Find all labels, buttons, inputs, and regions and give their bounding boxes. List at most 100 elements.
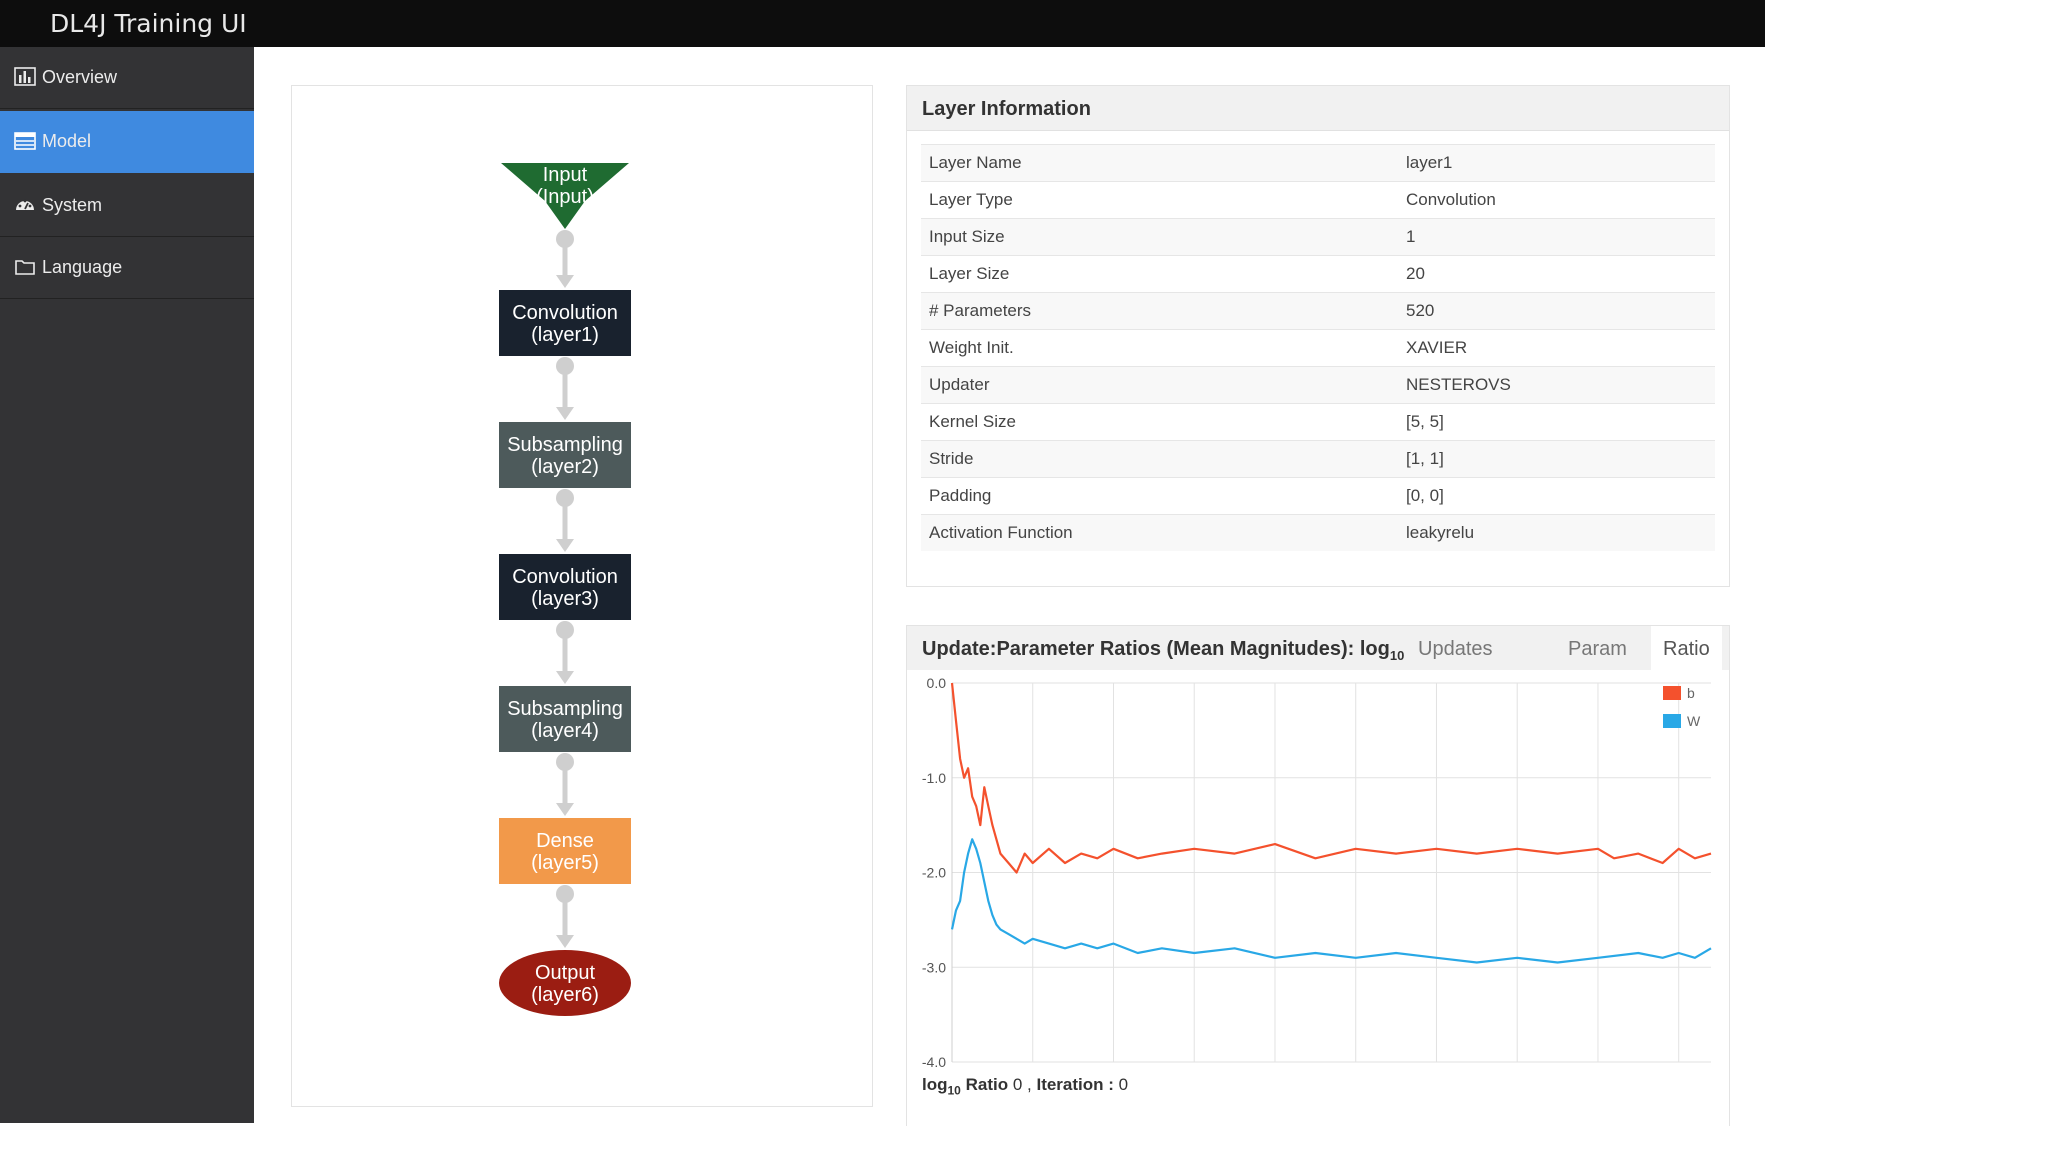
row-value: [5, 5] — [1398, 403, 1715, 441]
table-row: Weight Init. XAVIER — [921, 329, 1715, 367]
graph-node-layer1[interactable]: Convolution(layer1) — [499, 290, 631, 356]
node-sublabel: (Input) — [536, 186, 594, 208]
row-value: [1, 1] — [1398, 440, 1715, 478]
graph-connector — [556, 357, 574, 420]
node-sublabel: (layer1) — [531, 324, 599, 346]
folder-icon — [15, 260, 35, 275]
graph-connector — [556, 885, 574, 948]
chart-footer: log10 Ratio 0 , Iteration : 0 — [922, 1075, 1129, 1098]
legend-label: b — [1687, 685, 1695, 701]
table-row: Input Size 1 — [921, 218, 1715, 256]
y-tick-label: -3.0 — [922, 959, 946, 975]
tab-param[interactable]: Param — [1568, 638, 1627, 660]
sidebar-item-model[interactable]: Model — [0, 111, 254, 173]
node-label: Subsampling — [507, 434, 623, 456]
graph-node-layer4[interactable]: Subsampling(layer4) — [499, 686, 631, 752]
table-row: Layer Type Convolution — [921, 181, 1715, 219]
sidebar-item-system[interactable]: System — [0, 175, 254, 237]
graph-node-layer5[interactable]: Dense(layer5) — [499, 818, 631, 884]
row-key: # Parameters — [921, 292, 1398, 330]
node-sublabel: (layer2) — [531, 456, 599, 478]
node-label: Output — [535, 962, 595, 984]
table-row: Layer Name layer1 — [921, 144, 1715, 182]
row-value: Convolution — [1398, 181, 1715, 219]
row-key: Layer Name — [921, 144, 1398, 182]
node-sublabel: (layer4) — [531, 720, 599, 742]
table-row: Kernel Size [5, 5] — [921, 403, 1715, 441]
top-bar: DL4J Training UI — [0, 0, 1765, 47]
row-value: 1 — [1398, 218, 1715, 256]
row-key: Updater — [921, 366, 1398, 404]
chart-title: Update:Parameter Ratios (Mean Magnitudes… — [922, 638, 1405, 663]
sidebar-item-label: System — [42, 195, 103, 215]
sidebar-item-language[interactable]: Language — [0, 237, 254, 299]
node-sublabel: (layer5) — [531, 852, 599, 874]
sidebar: Overview Model System Language — [0, 47, 254, 1123]
row-key: Padding — [921, 477, 1398, 515]
graph-node-layer6[interactable]: Output(layer6) — [499, 950, 631, 1016]
ratio-chart-panel: Update:Parameter Ratios (Mean Magnitudes… — [906, 625, 1730, 1126]
graph-node-layer2[interactable]: Subsampling(layer2) — [499, 422, 631, 488]
legend-label: W — [1687, 713, 1701, 729]
layer-info-header: Layer Information — [907, 86, 1729, 131]
graph-node-input[interactable]: Input(Input) — [501, 163, 629, 229]
row-value: XAVIER — [1398, 329, 1715, 367]
panel-title: Layer Information — [922, 98, 1091, 120]
graph-node-layer3[interactable]: Convolution(layer3) — [499, 554, 631, 620]
node-label: Convolution — [512, 302, 618, 324]
sidebar-item-label: Model — [42, 131, 92, 151]
y-tick-label: -1.0 — [922, 770, 946, 786]
dashboard-icon — [16, 199, 34, 210]
row-value: 520 — [1398, 292, 1715, 330]
series-line-w — [950, 838, 1712, 964]
layer-info-table: Layer Name layer1 Layer Type Convolution Inp… — [921, 144, 1715, 551]
row-key: Input Size — [921, 218, 1398, 256]
chart-header: Update:Parameter Ratios (Mean Magnitudes… — [907, 626, 1729, 670]
app-title: DL4J Training UI — [50, 9, 247, 38]
row-key: Stride — [921, 440, 1398, 478]
row-key: Weight Init. — [921, 329, 1398, 367]
row-value: leakyrelu — [1398, 514, 1715, 551]
row-value: [0, 0] — [1398, 477, 1715, 515]
iteration-label: Iteration : — [1036, 1075, 1114, 1094]
series-line-b — [950, 682, 1712, 874]
row-value: layer1 — [1398, 144, 1715, 182]
y-tick-label: -2.0 — [922, 865, 946, 881]
tab-updates[interactable]: Updates — [1418, 638, 1493, 660]
legend-swatch — [1663, 686, 1681, 700]
legend-swatch — [1663, 714, 1681, 728]
list-icon — [14, 132, 36, 150]
graph-connector — [556, 230, 574, 288]
ratio-value: 0 — [1012, 1075, 1023, 1094]
row-key: Layer Type — [921, 181, 1398, 219]
y-tick-label: 0.0 — [927, 675, 947, 691]
sidebar-item-label: Language — [42, 257, 123, 277]
row-value: NESTEROVS — [1398, 366, 1715, 404]
table-row: Layer Size 20 — [921, 255, 1715, 293]
node-label: Subsampling — [507, 698, 623, 720]
node-label: Dense — [536, 830, 594, 852]
row-key: Activation Function — [921, 514, 1398, 551]
graph-connector — [556, 753, 574, 816]
graph-connector — [556, 621, 574, 684]
table-row: Updater NESTEROVS — [921, 366, 1715, 404]
table-row: Activation Function leakyrelu — [921, 514, 1715, 551]
y-tick-label: -4.0 — [922, 1054, 946, 1070]
ratio-chart: 1002003004005006007008009000.0-1.0-2.0-3… — [922, 675, 1712, 1070]
table-row: Padding [0, 0] — [921, 477, 1715, 515]
node-sublabel: (layer6) — [531, 984, 599, 1006]
node-label: Input — [543, 164, 588, 186]
table-row: # Parameters 520 — [921, 292, 1715, 330]
layer-info-panel: Layer Information Layer Name layer1 Layer … — [906, 85, 1730, 587]
row-key: Layer Size — [921, 255, 1398, 293]
bar-chart-icon — [14, 67, 36, 86]
graph-connector — [556, 489, 574, 552]
node-sublabel: (layer3) — [531, 588, 599, 610]
row-value: 20 — [1398, 255, 1715, 293]
iteration-value: 0 — [1118, 1075, 1129, 1094]
tab-ratio[interactable]: Ratio — [1651, 626, 1722, 670]
model-graph: Input(Input)Convolution(layer1)Subsampli… — [499, 163, 631, 1016]
sidebar-item-overview[interactable]: Overview — [0, 47, 254, 109]
row-key: Kernel Size — [921, 403, 1398, 441]
node-label: Convolution — [512, 566, 618, 588]
